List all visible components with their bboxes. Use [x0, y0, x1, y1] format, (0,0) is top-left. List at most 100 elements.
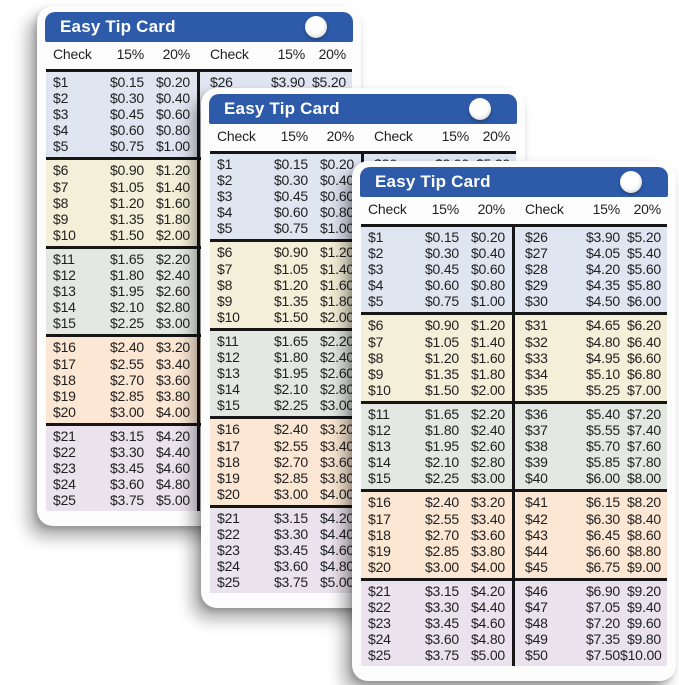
tip-15-amount: $6.00 — [585, 470, 620, 487]
tip-20-amount: $2.60 — [470, 438, 505, 455]
tip-table: $1 $0.15 $0.20 $26 $3.90 $5.20 $2 $0.30 $0.40 $27… — [361, 224, 667, 667]
tip-20-amount: $3.80 — [319, 469, 354, 486]
check-amount: $24 — [368, 631, 391, 648]
tip-20-amount: $3.60 — [155, 371, 190, 388]
tip-15-amount: $5.85 — [585, 454, 620, 471]
column-header-row: Check 15% 20% Check 15% 20% — [210, 128, 516, 149]
tip-15-amount: $0.45 — [424, 261, 459, 278]
check-amount: $10 — [217, 308, 240, 325]
tip-20-amount: $4.40 — [319, 525, 354, 542]
check-amount: $7 — [368, 333, 384, 350]
tip-15-amount: $4.65 — [585, 317, 620, 334]
check-amount: $11 — [53, 250, 75, 267]
tip-15-amount: $5.55 — [585, 422, 620, 439]
tip-15-amount: $2.70 — [424, 526, 459, 543]
tip-20-amount: $6.60 — [626, 349, 661, 366]
tip-15-amount: $0.90 — [109, 162, 144, 179]
card-header-bar: Easy Tip Card — [209, 94, 517, 124]
tip-20-amount: $2.20 — [155, 250, 190, 267]
check-amount: $19 — [53, 387, 76, 404]
tip-20-amount: $4.00 — [470, 558, 505, 575]
tip-20-amount: $1.20 — [155, 162, 190, 179]
check-amount: $23 — [53, 460, 76, 477]
check-amount: $44 — [525, 542, 548, 559]
column-header-row: Check 15% 20% Check 15% 20% — [46, 46, 352, 67]
tip-20-amount: $5.00 — [155, 492, 190, 509]
tip-20-amount: $3.80 — [470, 542, 505, 559]
tip-15-amount: $1.35 — [424, 365, 459, 382]
check-amount: $15 — [368, 470, 391, 487]
tip-15-amount: $7.35 — [585, 631, 620, 648]
check-amount: $38 — [525, 438, 548, 455]
check-amount: $45 — [525, 558, 548, 575]
check-amount: $24 — [53, 476, 76, 493]
tip-15-amount: $2.25 — [109, 315, 144, 332]
check-amount: $11 — [368, 405, 390, 422]
col-header-20pct: 20% — [162, 46, 191, 62]
check-amount: $50 — [525, 647, 548, 664]
tip-card-front: Easy Tip Card Check 15% 20% Check 15% 20… — [352, 161, 676, 681]
check-amount: $21 — [217, 509, 240, 526]
tip-15-amount: $0.75 — [273, 220, 308, 237]
check-amount: $17 — [368, 510, 391, 527]
tip-15-amount: $3.45 — [273, 542, 308, 559]
tip-15-amount: $0.30 — [424, 245, 459, 262]
tip-20-amount: $4.20 — [155, 427, 190, 444]
tip-20-amount: $0.60 — [470, 261, 505, 278]
check-amount: $12 — [368, 422, 391, 439]
check-amount: $1 — [53, 74, 69, 90]
punch-hole-icon — [620, 171, 642, 193]
tip-20-amount: $0.60 — [155, 106, 190, 123]
check-amount: $22 — [217, 525, 240, 542]
tip-15-amount: $3.15 — [109, 427, 144, 444]
tip-20-amount: $9.40 — [626, 598, 661, 615]
check-amount: $8 — [217, 276, 233, 293]
tip-15-amount: $1.65 — [273, 332, 308, 349]
tip-20-amount: $5.60 — [626, 261, 661, 278]
tip-15-amount: $3.15 — [424, 582, 459, 599]
tip-15-amount: $3.30 — [424, 598, 459, 615]
tip-20-amount: $1.00 — [319, 220, 354, 237]
check-amount: $16 — [53, 339, 76, 356]
check-amount: $21 — [368, 582, 391, 599]
tip-20-amount: $2.80 — [155, 299, 190, 316]
check-amount: $8 — [368, 349, 384, 366]
check-amount: $19 — [217, 469, 240, 486]
tip-15-amount: $1.80 — [273, 349, 308, 366]
tip-20-amount: $9.80 — [626, 631, 661, 648]
check-amount: $11 — [217, 332, 239, 349]
tip-15-amount: $0.15 — [273, 156, 308, 172]
check-amount: $22 — [53, 443, 76, 460]
tip-15-amount: $2.55 — [273, 437, 308, 454]
check-amount: $14 — [53, 299, 76, 316]
tip-15-amount: $0.60 — [273, 204, 308, 221]
tip-20-amount: $1.80 — [155, 210, 190, 227]
check-amount: $3 — [217, 188, 233, 205]
col-header-15pct: 15% — [280, 128, 309, 144]
check-amount: $5 — [53, 138, 69, 155]
check-amount: $18 — [53, 371, 76, 388]
check-amount: $17 — [217, 437, 240, 454]
col-header-20pct: 20% — [326, 128, 355, 144]
check-amount: $25 — [368, 647, 391, 664]
tip-15-amount: $0.75 — [109, 138, 144, 155]
tip-15-amount: $1.95 — [424, 438, 459, 455]
tip-20-amount: $4.60 — [155, 460, 190, 477]
check-amount: $8 — [53, 194, 69, 211]
tip-15-amount: $2.55 — [109, 355, 144, 372]
check-amount: $47 — [525, 598, 548, 615]
tip-band: $11$1.65$2.20$36$5.40$7.20$12$1.80$2.40$… — [361, 400, 667, 490]
col-header-15pct: 15% — [441, 128, 470, 144]
tip-20-amount: $5.80 — [626, 277, 661, 294]
tip-20-amount: $10.00 — [620, 647, 662, 664]
tip-band: $16$2.40$3.20$41$6.15$8.20$17$2.55$3.40$… — [361, 489, 667, 578]
tip-20-amount: $4.80 — [470, 631, 505, 648]
tip-15-amount: $2.40 — [424, 494, 459, 511]
tip-20-amount: $2.80 — [319, 381, 354, 398]
tip-20-amount: $2.80 — [470, 454, 505, 471]
check-amount: $26 — [210, 74, 233, 90]
tip-15-amount: $7.50 — [585, 647, 620, 664]
tip-15-amount: $5.25 — [585, 381, 620, 398]
tip-15-amount: $1.65 — [109, 250, 144, 267]
tip-20-amount: $2.60 — [319, 365, 354, 382]
